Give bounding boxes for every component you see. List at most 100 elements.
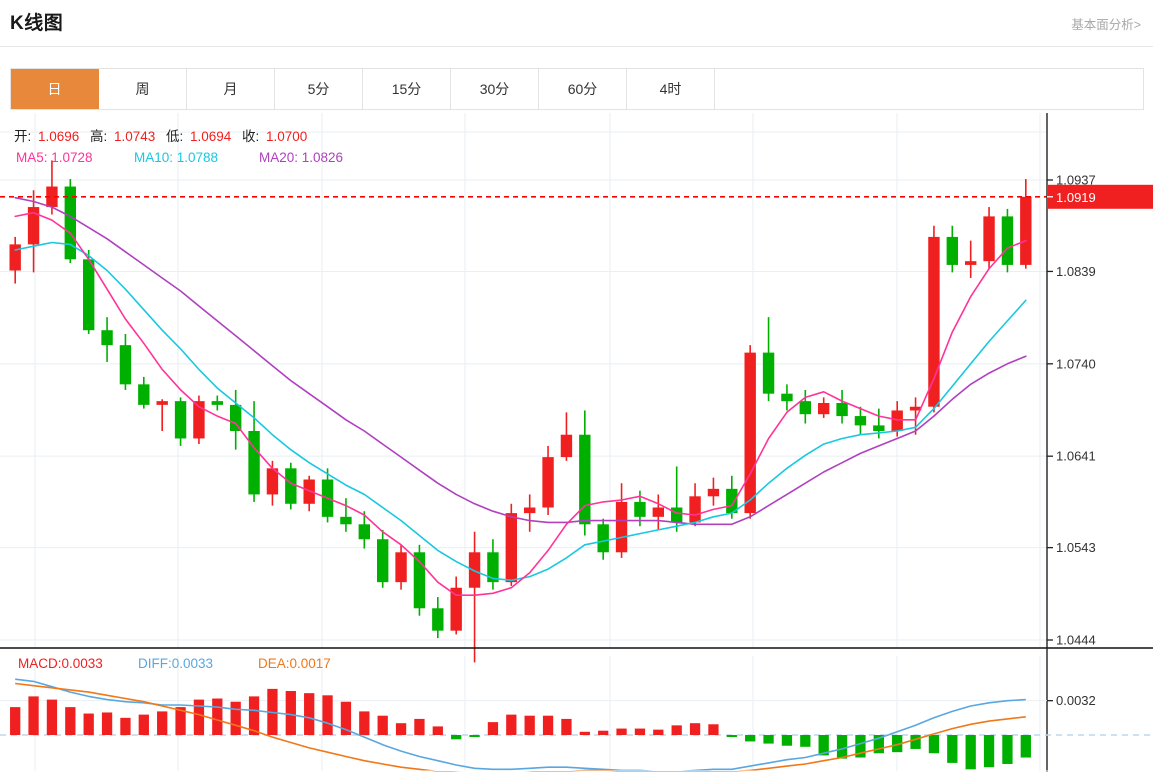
page-header: K线图 基本面分析> bbox=[0, 0, 1153, 47]
price-axis-label: 1.0641 bbox=[1056, 449, 1096, 464]
candle-body bbox=[248, 430, 260, 495]
macd-histogram-bar bbox=[469, 735, 480, 737]
tab-15分[interactable]: 15分 bbox=[363, 69, 451, 109]
macd-histogram-bar bbox=[579, 731, 590, 735]
macd-histogram-bar bbox=[965, 735, 976, 770]
candle-body bbox=[82, 259, 95, 331]
macd-histogram-bar bbox=[634, 728, 646, 735]
macd-histogram-bar bbox=[487, 722, 499, 735]
macd-histogram-bar bbox=[892, 735, 903, 753]
macd-axis-label: 0.0032 bbox=[1056, 693, 1096, 708]
macd-histogram-bar bbox=[359, 711, 370, 735]
fundamental-analysis-link[interactable]: 基本面分析> bbox=[1071, 18, 1141, 32]
candle-body bbox=[266, 468, 279, 495]
candle-body bbox=[27, 207, 40, 245]
macd-histogram-bar bbox=[414, 718, 425, 735]
candle-body bbox=[799, 401, 812, 415]
macd-histogram-bar bbox=[138, 714, 149, 735]
macd-histogram-bar bbox=[506, 714, 517, 735]
macd-histogram-bar bbox=[248, 696, 260, 735]
macd-histogram-bar bbox=[689, 723, 701, 735]
candle-body bbox=[468, 552, 481, 588]
ma-legend-label: MA20: 1.0826 bbox=[259, 150, 343, 165]
candle-body bbox=[413, 552, 426, 609]
ohlc-value: 1.0696 bbox=[38, 129, 79, 144]
candle-body bbox=[964, 261, 977, 265]
candle-body bbox=[450, 587, 462, 631]
candle-body bbox=[817, 403, 830, 415]
candle-body bbox=[634, 501, 646, 517]
candle-body bbox=[432, 608, 444, 631]
tab-5分[interactable]: 5分 bbox=[275, 69, 363, 109]
candle-body bbox=[983, 216, 995, 262]
candle-body bbox=[928, 236, 940, 407]
macd-histogram-bar bbox=[781, 735, 793, 746]
macd-histogram-bar bbox=[340, 701, 352, 735]
tab-日[interactable]: 日 bbox=[11, 69, 99, 109]
candle-body bbox=[836, 403, 848, 417]
macd-diff-line bbox=[15, 678, 1026, 772]
ohlc-label: 收: bbox=[242, 129, 259, 144]
macd-histogram-bar bbox=[653, 729, 664, 735]
macd-histogram-bar bbox=[873, 735, 884, 754]
macd-histogram-bar bbox=[947, 735, 958, 763]
macd-histogram-bar bbox=[322, 695, 333, 735]
macd-histogram-bar bbox=[928, 735, 940, 754]
macd-histogram-bar bbox=[745, 735, 756, 742]
candle-body bbox=[762, 352, 775, 394]
ma5-line bbox=[14, 211, 1027, 596]
macd-histogram-bar bbox=[101, 712, 113, 735]
candle-body bbox=[46, 186, 58, 208]
candle-body bbox=[891, 410, 903, 431]
current-price-badge bbox=[1048, 184, 1153, 209]
kline-chart-container[interactable]: 1.0937 1.0839 1.0740 1.0641 1.0543 1.0444 1.09… bbox=[0, 113, 1153, 772]
ohlc-value: 1.0700 bbox=[266, 129, 307, 144]
macd-histogram-bar bbox=[561, 718, 572, 735]
tab-4时[interactable]: 4时 bbox=[627, 69, 715, 109]
macd-histogram-bar bbox=[524, 715, 535, 735]
candle-body bbox=[285, 468, 297, 504]
candle-body bbox=[174, 401, 187, 439]
macd-histogram-bar bbox=[83, 713, 94, 735]
tab-30分[interactable]: 30分 bbox=[451, 69, 539, 109]
macd-histogram-bar bbox=[836, 735, 848, 759]
candle-body bbox=[376, 539, 389, 583]
candle-body bbox=[873, 425, 885, 431]
candle-body bbox=[229, 404, 242, 431]
candle-body bbox=[1001, 216, 1014, 265]
ma-legend-label: MA5: 1.0728 bbox=[16, 150, 93, 165]
candle-body bbox=[854, 416, 867, 426]
macd-histogram-bar bbox=[377, 715, 388, 735]
ohlc-label: 开: bbox=[14, 129, 31, 144]
candle-body bbox=[615, 501, 628, 553]
price-axis-label: 1.0444 bbox=[1056, 633, 1096, 648]
candle-body bbox=[340, 516, 352, 525]
macd-histogram-bar bbox=[395, 723, 407, 735]
candle-body bbox=[707, 488, 720, 497]
candle-body bbox=[119, 345, 132, 385]
macd-histogram-bar bbox=[28, 696, 39, 735]
ma-legend-label: MA10: 1.0788 bbox=[134, 150, 218, 165]
macd-histogram-bar bbox=[304, 693, 315, 735]
candle-body bbox=[9, 244, 21, 271]
candle-body bbox=[303, 479, 315, 504]
tab-60分[interactable]: 60分 bbox=[539, 69, 627, 109]
price-axis-label: 1.0839 bbox=[1056, 264, 1096, 279]
candle-body bbox=[946, 236, 959, 265]
candle-body bbox=[744, 352, 756, 514]
candle-body bbox=[542, 457, 554, 508]
macd-histogram-bar bbox=[212, 698, 223, 735]
tab-周[interactable]: 周 bbox=[99, 69, 187, 109]
candle-body bbox=[101, 330, 113, 346]
ohlc-label: 低: bbox=[166, 129, 183, 144]
macd-histogram-bar bbox=[800, 735, 811, 747]
price-axis-label: 1.0543 bbox=[1056, 540, 1096, 555]
macd-histogram-bar bbox=[726, 735, 737, 737]
ma10-line bbox=[14, 241, 1027, 582]
candle-body bbox=[726, 488, 738, 514]
macd-histogram-bar bbox=[818, 735, 829, 756]
tab-月[interactable]: 月 bbox=[187, 69, 275, 109]
macd-histogram-bar bbox=[598, 730, 609, 735]
kline-chart-svg[interactable]: 1.0937 1.0839 1.0740 1.0641 1.0543 1.0444 1.09… bbox=[0, 113, 1153, 772]
macd-histogram-bar bbox=[46, 699, 58, 735]
